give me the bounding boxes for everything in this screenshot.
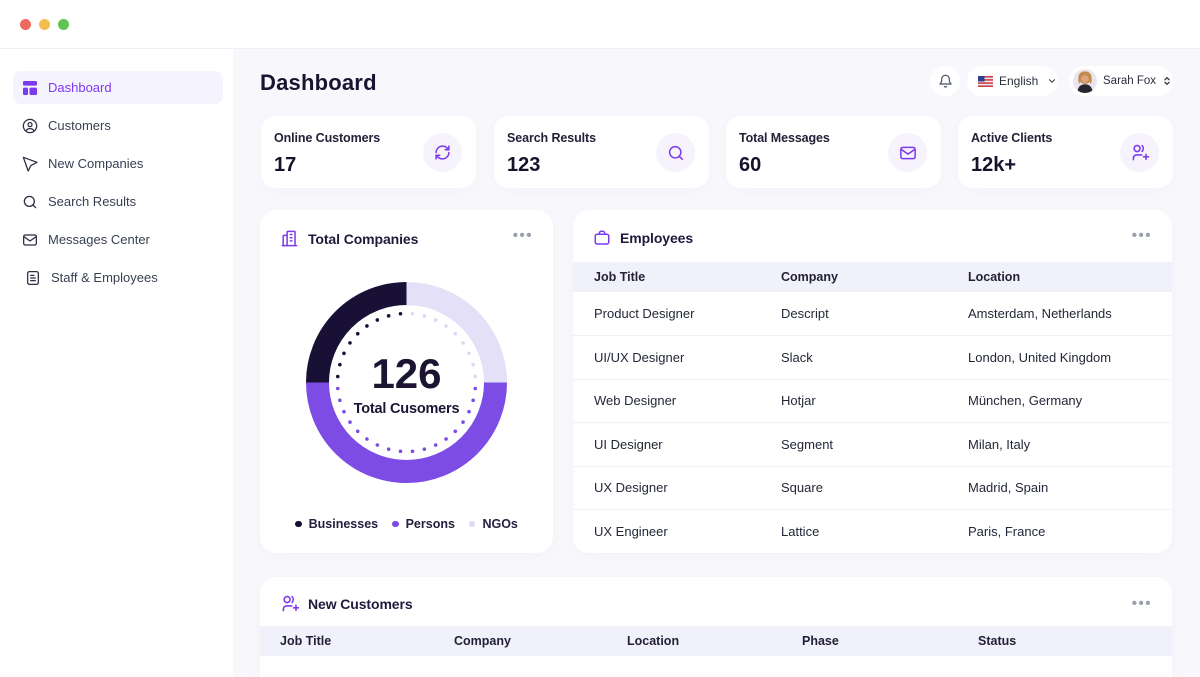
- svg-text:Total Cusomers: Total Cusomers: [354, 401, 460, 417]
- svg-text:126: 126: [371, 350, 441, 397]
